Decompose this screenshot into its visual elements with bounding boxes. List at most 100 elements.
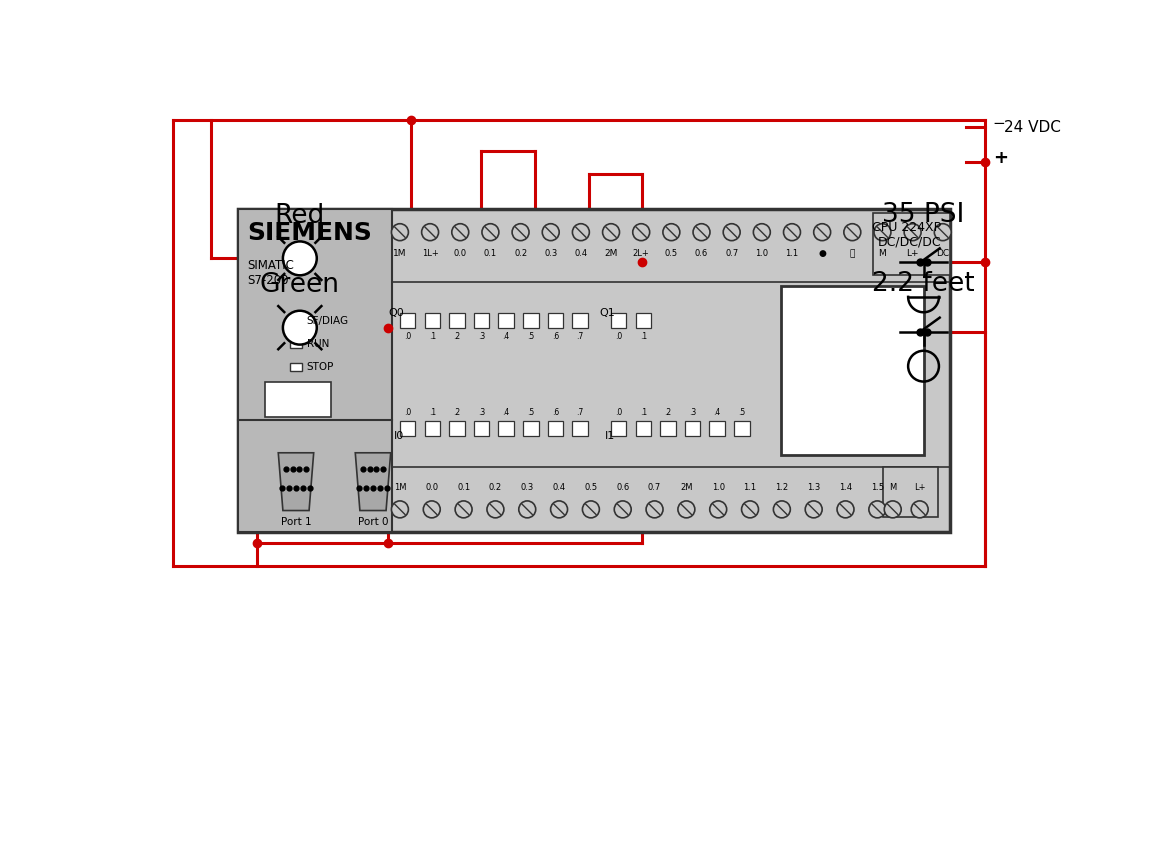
- Text: −: −: [993, 116, 1006, 131]
- Bar: [238, 209, 951, 533]
- Text: .2: .2: [453, 408, 460, 417]
- Text: RUN: RUN: [306, 338, 329, 349]
- Bar: [548, 313, 564, 328]
- Circle shape: [911, 500, 929, 518]
- Bar: [474, 421, 490, 436]
- Text: .3: .3: [478, 333, 485, 341]
- Circle shape: [542, 224, 559, 241]
- Circle shape: [519, 500, 535, 518]
- Circle shape: [677, 500, 695, 518]
- Text: 1L+: 1L+: [421, 249, 438, 258]
- Circle shape: [754, 224, 770, 241]
- Text: .7: .7: [576, 408, 583, 417]
- Text: .0: .0: [404, 333, 411, 341]
- Text: .4: .4: [502, 408, 510, 417]
- Text: 1M: 1M: [393, 484, 406, 492]
- Text: 1.5: 1.5: [871, 484, 884, 492]
- Circle shape: [646, 500, 663, 518]
- Text: 1.1: 1.1: [743, 484, 756, 492]
- Text: 0.4: 0.4: [553, 484, 566, 492]
- Text: 0.2: 0.2: [514, 249, 527, 258]
- Circle shape: [602, 224, 620, 241]
- Text: 0.7: 0.7: [648, 484, 661, 492]
- Text: 0.3: 0.3: [520, 484, 534, 492]
- Text: ●: ●: [818, 249, 826, 258]
- Circle shape: [774, 500, 790, 518]
- Text: DC: DC: [936, 249, 950, 258]
- Text: 0.6: 0.6: [616, 484, 629, 492]
- Text: 0.7: 0.7: [726, 249, 738, 258]
- Text: 0.5: 0.5: [664, 249, 677, 258]
- Circle shape: [814, 224, 831, 241]
- Circle shape: [884, 500, 902, 518]
- Text: .1: .1: [429, 333, 436, 341]
- Circle shape: [421, 224, 439, 241]
- Text: 0.0: 0.0: [425, 484, 438, 492]
- Bar: [290, 363, 302, 371]
- Bar: [499, 313, 514, 328]
- Bar: [400, 421, 416, 436]
- Text: .4: .4: [714, 408, 721, 417]
- Bar: [450, 313, 465, 328]
- Text: SF/DIAG: SF/DIAG: [306, 316, 349, 326]
- Text: .0: .0: [404, 408, 411, 417]
- Text: 1.3: 1.3: [807, 484, 821, 492]
- Text: 0.1: 0.1: [484, 249, 497, 258]
- Text: ⏚: ⏚: [850, 249, 855, 258]
- Text: .4: .4: [502, 333, 510, 341]
- Text: +: +: [993, 149, 1007, 167]
- Circle shape: [512, 224, 529, 241]
- Circle shape: [633, 224, 649, 241]
- Text: SIEMENS: SIEMENS: [248, 220, 372, 245]
- Bar: [781, 286, 924, 456]
- Text: .3: .3: [478, 408, 485, 417]
- Bar: [660, 421, 675, 436]
- Circle shape: [614, 500, 632, 518]
- Text: .5: .5: [527, 408, 534, 417]
- Circle shape: [456, 500, 472, 518]
- Circle shape: [391, 224, 409, 241]
- Bar: [709, 421, 724, 436]
- Circle shape: [844, 224, 861, 241]
- Text: Green: Green: [259, 273, 339, 299]
- Bar: [474, 313, 490, 328]
- Text: 1.4: 1.4: [839, 484, 852, 492]
- Text: L+: L+: [913, 484, 925, 492]
- Text: 0.0: 0.0: [453, 249, 467, 258]
- Text: M: M: [878, 249, 886, 258]
- Text: 1.0: 1.0: [755, 249, 769, 258]
- Text: 2L+: 2L+: [633, 249, 649, 258]
- Circle shape: [710, 500, 727, 518]
- Circle shape: [805, 500, 822, 518]
- Text: L+: L+: [906, 249, 919, 258]
- Text: 1M: 1M: [393, 249, 406, 258]
- Bar: [265, 382, 331, 417]
- Bar: [635, 421, 650, 436]
- Text: 2M: 2M: [605, 249, 618, 258]
- Text: .1: .1: [640, 408, 647, 417]
- Text: .3: .3: [689, 408, 696, 417]
- Circle shape: [904, 224, 922, 241]
- Text: .6: .6: [552, 333, 559, 341]
- Circle shape: [837, 500, 853, 518]
- Text: CPU 224XP
DC/DC/DC: CPU 224XP DC/DC/DC: [872, 220, 942, 249]
- Text: SIMATIC
S7-200: SIMATIC S7-200: [248, 259, 295, 287]
- Circle shape: [487, 500, 504, 518]
- Circle shape: [573, 224, 589, 241]
- Bar: [635, 313, 650, 328]
- Text: Q1: Q1: [599, 308, 615, 318]
- Circle shape: [582, 500, 600, 518]
- Circle shape: [391, 500, 409, 518]
- Circle shape: [723, 224, 740, 241]
- Text: I0: I0: [393, 431, 404, 441]
- Bar: [573, 313, 588, 328]
- Circle shape: [869, 500, 886, 518]
- Circle shape: [935, 224, 951, 241]
- Bar: [610, 421, 626, 436]
- Text: Port 1: Port 1: [281, 517, 311, 528]
- Text: 0.1: 0.1: [457, 484, 470, 492]
- Text: 2M: 2M: [680, 484, 693, 492]
- Text: .1: .1: [429, 408, 436, 417]
- Text: 0.6: 0.6: [695, 249, 708, 258]
- Text: 24 VDC: 24 VDC: [1005, 120, 1061, 135]
